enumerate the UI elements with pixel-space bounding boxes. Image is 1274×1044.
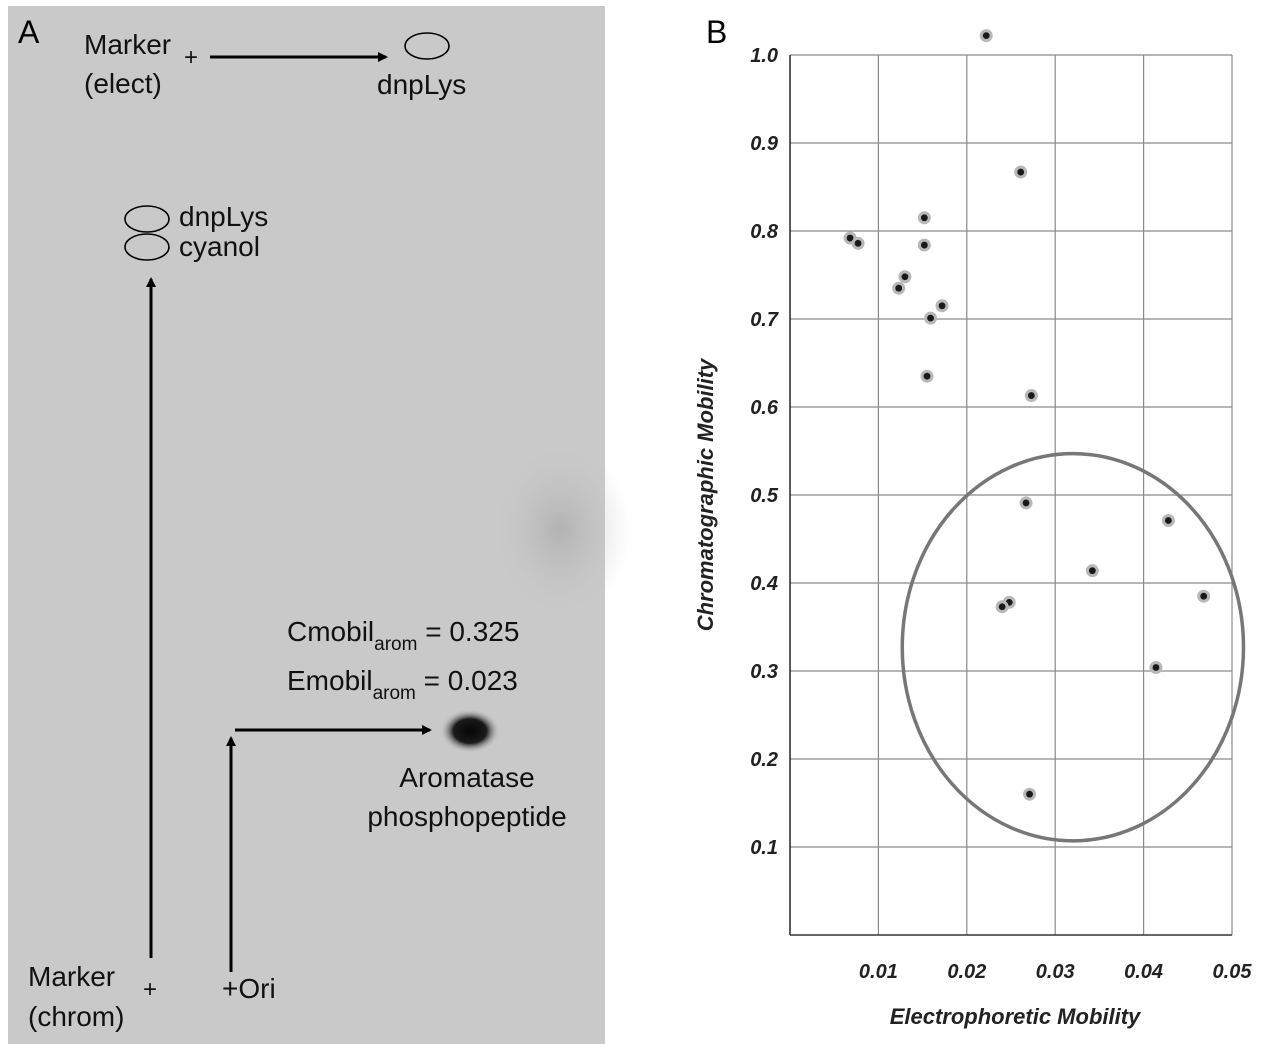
origin-label: +Ori (222, 973, 276, 1004)
data-point-dot (1164, 517, 1172, 524)
y-tick-label: 0.2 (750, 749, 778, 771)
data-point (935, 299, 949, 313)
spot-label-line1: Aromatase (399, 762, 534, 793)
highlight-ellipse (900, 451, 1246, 843)
marker-elect-label: Marker (84, 29, 171, 60)
data-point-dot (846, 234, 854, 242)
marker-chrom-plus: + (143, 976, 157, 1003)
x-tick-label: 0.05 (1213, 961, 1253, 983)
y-tick-label: 0.1 (750, 837, 778, 859)
emobil-text: Emobilarom = 0.023 (287, 665, 518, 704)
data-point (1161, 514, 1175, 528)
dnplys-chrom-label: dnpLys (179, 201, 268, 232)
data-point (1019, 496, 1033, 510)
data-point-dot (920, 241, 928, 249)
data-point-dot (1022, 499, 1030, 507)
data-point-dot (1027, 392, 1035, 399)
x-tick-label: 0.04 (1124, 961, 1163, 983)
data-point (917, 238, 931, 252)
plate-smudge (490, 440, 630, 620)
y-tick-label: 0.6 (750, 397, 779, 419)
marker-chrom-label: Marker (28, 961, 115, 992)
panel-b-letter: B (706, 14, 727, 50)
data-point-dot (982, 32, 990, 40)
tick-labels: 0.01 0.02 0.03 0.04 0.05 0.1 0.2 0.3 0.4 0.5 0.6 0.… (750, 45, 1252, 983)
dnplys-elect-label: dnpLys (377, 69, 466, 100)
x-tick-label: 0.01 (859, 961, 898, 983)
cyanol-label: cyanol (179, 231, 260, 262)
axes (789, 55, 1232, 936)
dnplys-chrom-spot (124, 205, 170, 233)
data-point (892, 281, 906, 295)
marker-elect-plus: + (184, 44, 198, 71)
data-point-dot (920, 214, 928, 222)
data-point (1014, 165, 1028, 179)
data-point-dot (998, 603, 1006, 611)
data-point (851, 236, 865, 250)
data-point (1149, 660, 1163, 674)
dnplys-elect-spot (404, 32, 450, 60)
panel-a-letter: A (18, 14, 40, 50)
data-point (898, 270, 912, 284)
cyanol-spot (124, 233, 170, 261)
x-tick-label: 0.03 (1036, 961, 1075, 983)
data-point (1085, 564, 1099, 578)
y-axis-title: Chromatographic Mobility (693, 357, 718, 631)
highlight-ellipse-group (900, 451, 1246, 843)
data-point (924, 311, 938, 325)
data-point (1197, 589, 1211, 603)
data-point (995, 600, 1009, 614)
panel-a: A Marker + (elect) dnpLys dnpLys cyanol … (8, 6, 630, 1044)
data-point (1024, 389, 1038, 403)
aromatase-spot (440, 709, 500, 753)
x-tick-label: 0.02 (947, 961, 986, 983)
data-point-dot (901, 273, 909, 281)
data-point (1023, 787, 1037, 801)
marker-chrom-sub: (chrom) (28, 1001, 124, 1032)
y-tick-label: 0.4 (750, 573, 778, 595)
spot-label-line2: phosphopeptide (367, 801, 566, 832)
marker-elect-sub: (elect) (84, 68, 162, 99)
cmobil-text: Cmobilarom = 0.325 (287, 616, 519, 655)
data-point-dot (1017, 168, 1025, 176)
data-point-dot (854, 239, 862, 247)
data-point-dot (1088, 567, 1096, 575)
grid-lines (790, 54, 1233, 935)
data-point-dot (1026, 790, 1033, 798)
y-tick-label: 1.0 (750, 45, 778, 67)
panel-b: B 0.01 0.02 0.03 0.04 0.05 0.1 0.2 0.3 0.4 0.5 0.6… (693, 14, 1252, 1029)
data-point (979, 29, 993, 43)
data-point-dot (927, 314, 934, 322)
y-tick-label: 0.5 (750, 485, 779, 507)
data-point (917, 211, 931, 225)
y-tick-label: 0.8 (750, 221, 779, 243)
data-point-dot (1152, 664, 1160, 671)
y-tick-label: 0.3 (750, 661, 778, 683)
data-point-dot (1200, 592, 1208, 600)
data-point-dot (923, 372, 931, 380)
data-point (920, 369, 934, 383)
data-points (843, 29, 1211, 801)
data-point-dot (895, 284, 903, 292)
y-tick-label: 0.7 (750, 309, 779, 331)
y-tick-label: 0.9 (750, 133, 779, 155)
x-axis-title: Electrophoretic Mobility (890, 1004, 1142, 1029)
data-point-dot (938, 302, 946, 310)
